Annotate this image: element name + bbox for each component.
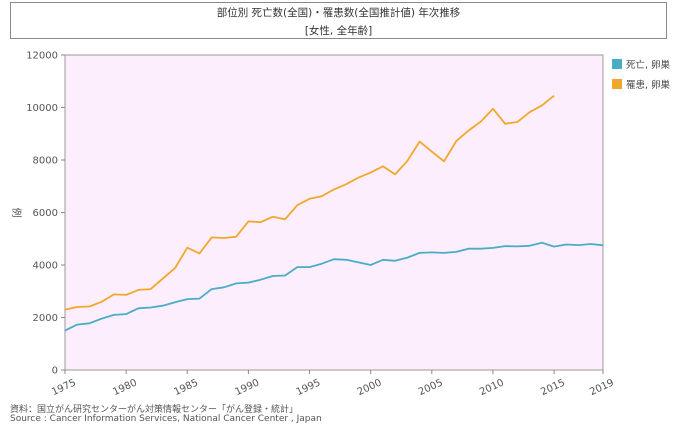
x-tick-label: 2005 <box>417 377 445 398</box>
legend-label: 死亡, 卵巣 <box>626 59 671 71</box>
y-axis-label: 例 <box>10 208 23 218</box>
legend-swatch <box>612 59 622 69</box>
source-note-ja: 資料：国立がん研究センターがん対策情報センター「がん登録・統計」 <box>10 405 299 415</box>
x-tick-label: 1975 <box>50 377 78 398</box>
series-line <box>64 94 555 311</box>
x-tick-label: 1980 <box>111 377 139 398</box>
chart-title: 部位別 死亡数(全国)・罹患数(全国推計値) 年次推移 <box>216 7 461 19</box>
y-tick-label: 12000 <box>26 51 58 62</box>
y-tick-label: 6000 <box>33 208 58 219</box>
x-tick-label: 2010 <box>478 377 506 398</box>
y-tick-label: 4000 <box>33 261 58 272</box>
x-tick-label: 1985 <box>172 377 200 398</box>
y-tick-label: 0 <box>52 366 58 377</box>
x-tick-label: 2019 <box>588 377 616 398</box>
series-line <box>64 241 604 332</box>
x-tick-label: 1990 <box>233 377 261 398</box>
chart-title-box: 部位別 死亡数(全国)・罹患数(全国推計値) 年次推移 [女性, 全年齢] <box>10 2 667 39</box>
legend-label: 罹患, 卵巣 <box>626 79 671 91</box>
legend-swatch <box>612 79 622 89</box>
x-tick-label: 2015 <box>539 377 567 398</box>
x-tick-label: 1995 <box>295 377 323 398</box>
source-note-en: Source : Cancer Information Services, Na… <box>10 414 322 424</box>
x-tick-label: 2000 <box>356 377 384 398</box>
y-tick-label: 10000 <box>26 103 58 114</box>
y-tick-label: 8000 <box>33 156 58 167</box>
y-tick-label: 2000 <box>33 313 58 324</box>
chart-subtitle: [女性, 全年齢] <box>304 25 373 37</box>
plot-background <box>64 54 604 371</box>
